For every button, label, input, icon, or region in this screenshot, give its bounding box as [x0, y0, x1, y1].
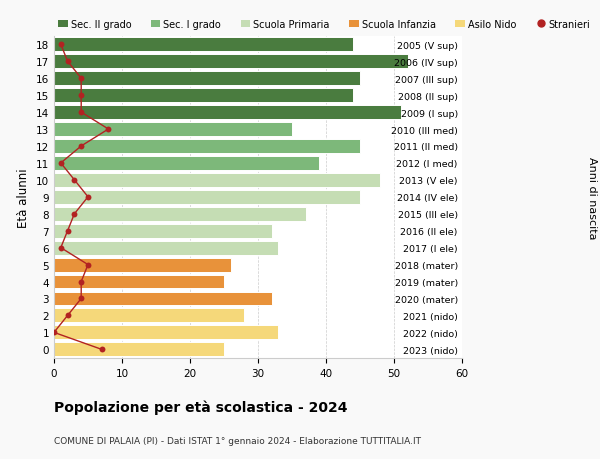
Point — [63, 58, 73, 66]
Bar — [54, 89, 353, 103]
Bar — [54, 258, 231, 272]
Point — [56, 245, 65, 252]
Bar — [54, 224, 272, 238]
Point — [63, 228, 73, 235]
Legend: Sec. II grado, Sec. I grado, Scuola Primaria, Scuola Infanzia, Asilo Nido, Stran: Sec. II grado, Sec. I grado, Scuola Prim… — [54, 16, 594, 34]
Bar — [54, 55, 407, 69]
Point — [76, 92, 86, 100]
Bar — [54, 38, 353, 52]
Bar — [54, 157, 319, 170]
Point — [83, 194, 93, 201]
Bar — [54, 275, 224, 289]
Bar — [54, 140, 360, 154]
Bar — [54, 309, 244, 323]
Point — [76, 75, 86, 83]
Y-axis label: Età alunni: Età alunni — [17, 168, 31, 227]
Point — [97, 346, 106, 353]
Bar — [54, 72, 360, 86]
Bar — [54, 326, 278, 340]
Bar — [54, 241, 278, 255]
Point — [76, 278, 86, 285]
Point — [70, 211, 79, 218]
Point — [49, 329, 59, 336]
Point — [76, 143, 86, 150]
Point — [56, 160, 65, 167]
Bar — [54, 207, 305, 221]
Bar — [54, 123, 292, 137]
Point — [76, 295, 86, 302]
Bar — [54, 174, 380, 187]
Point — [104, 126, 113, 134]
Point — [76, 109, 86, 117]
Bar — [54, 292, 272, 306]
Text: Popolazione per età scolastica - 2024: Popolazione per età scolastica - 2024 — [54, 399, 347, 414]
Point — [63, 312, 73, 319]
Text: COMUNE DI PALAIA (PI) - Dati ISTAT 1° gennaio 2024 - Elaborazione TUTTITALIA.IT: COMUNE DI PALAIA (PI) - Dati ISTAT 1° ge… — [54, 436, 421, 445]
Text: Anni di nascita: Anni di nascita — [587, 156, 597, 239]
Bar — [54, 190, 360, 204]
Bar — [54, 342, 224, 357]
Point — [70, 177, 79, 184]
Point — [83, 261, 93, 269]
Bar — [54, 106, 401, 120]
Point — [56, 41, 65, 49]
